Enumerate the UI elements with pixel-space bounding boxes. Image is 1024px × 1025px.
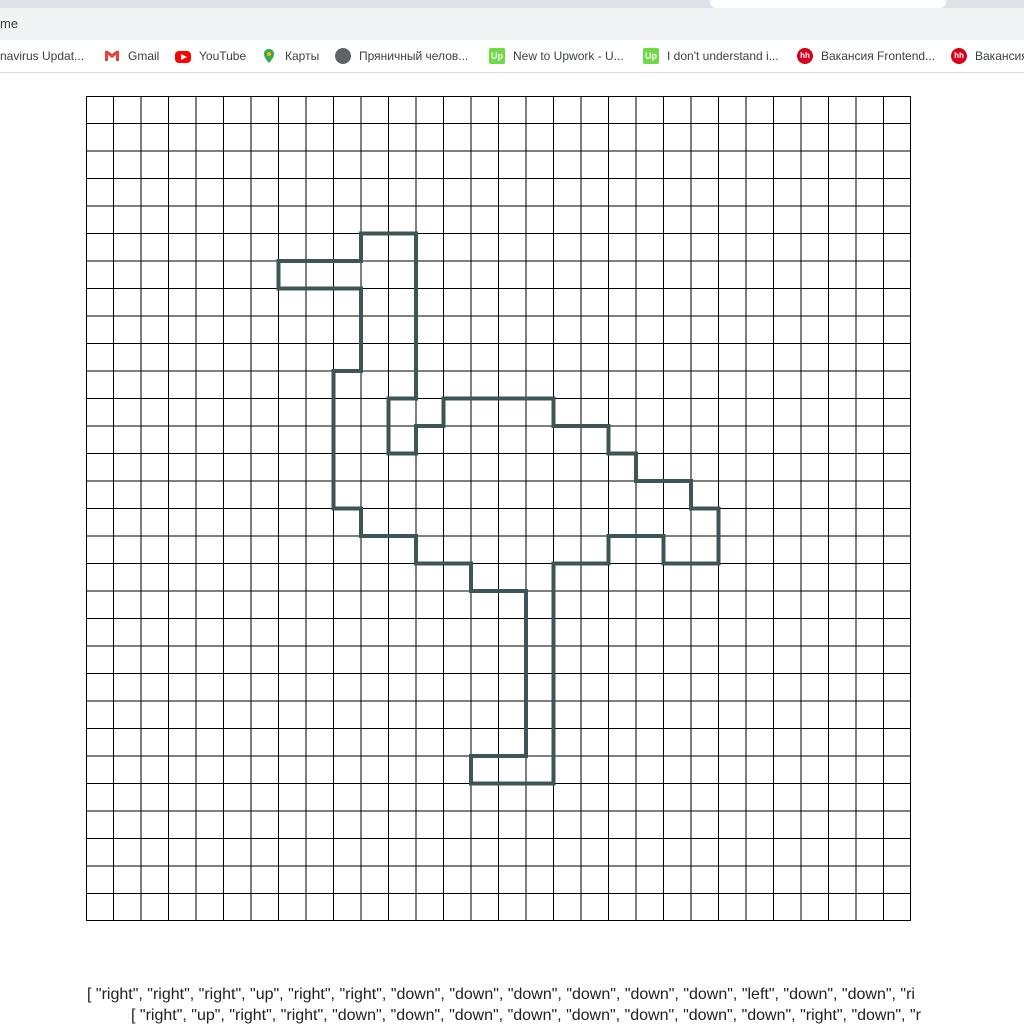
active-tab[interactable] [710, 0, 946, 8]
bookmark-label: navirus Updat... [0, 49, 85, 63]
bookmark-gingerbread[interactable]: Пряничный челов... [335, 47, 468, 65]
bookmark-gmail[interactable]: Gmail [104, 47, 159, 65]
hh-icon: hh [951, 48, 967, 64]
bookmarks-bar: navirus Updat... Gmail YouTube Карты Пря… [0, 40, 1024, 73]
bookmark-label: Вакансия Frontend... [821, 49, 936, 63]
upwork-icon: Up [643, 48, 659, 64]
output-line-2: [ "right", "up", "right", "right", "down… [131, 1007, 921, 1024]
upwork-icon: Up [489, 48, 505, 64]
bookmark-label: New to Upwork - U... [513, 49, 624, 63]
bookmark-label: Вакансия [975, 49, 1024, 63]
tab-strip [0, 0, 1024, 8]
bookmark-upwork-1[interactable]: Up New to Upwork - U... [489, 47, 624, 65]
bookmark-maps[interactable]: Карты [261, 47, 319, 65]
youtube-icon [175, 51, 191, 63]
bookmark-label: Пряничный челов... [359, 49, 469, 63]
bookmark-hh-1[interactable]: hh Вакансия Frontend... [797, 47, 935, 65]
drawn-outline-path [276, 231, 721, 786]
grid-canvas[interactable] [86, 96, 911, 921]
bookmark-upwork-2[interactable]: Up I don't understand i... [643, 47, 779, 65]
globe-icon [335, 48, 351, 64]
bookmark-coronavirus[interactable]: navirus Updat... [0, 47, 84, 65]
bookmark-label: I don't understand i... [667, 49, 779, 63]
maps-icon [261, 48, 277, 64]
output-line-1: [ "right", "right", "right", "up", "righ… [87, 986, 915, 1003]
bookmark-youtube[interactable]: YouTube [175, 47, 246, 65]
hh-icon: hh [797, 48, 813, 64]
bookmark-label: YouTube [199, 49, 247, 63]
bookmark-label: Карты [285, 49, 320, 63]
bookmark-label: Gmail [128, 49, 160, 63]
drawing-grid[interactable] [86, 96, 911, 921]
address-bar[interactable]: me [0, 8, 1024, 40]
address-text: me [0, 16, 19, 31]
gmail-icon [104, 48, 120, 64]
bookmark-hh-2[interactable]: hh Вакансия [951, 47, 1024, 65]
